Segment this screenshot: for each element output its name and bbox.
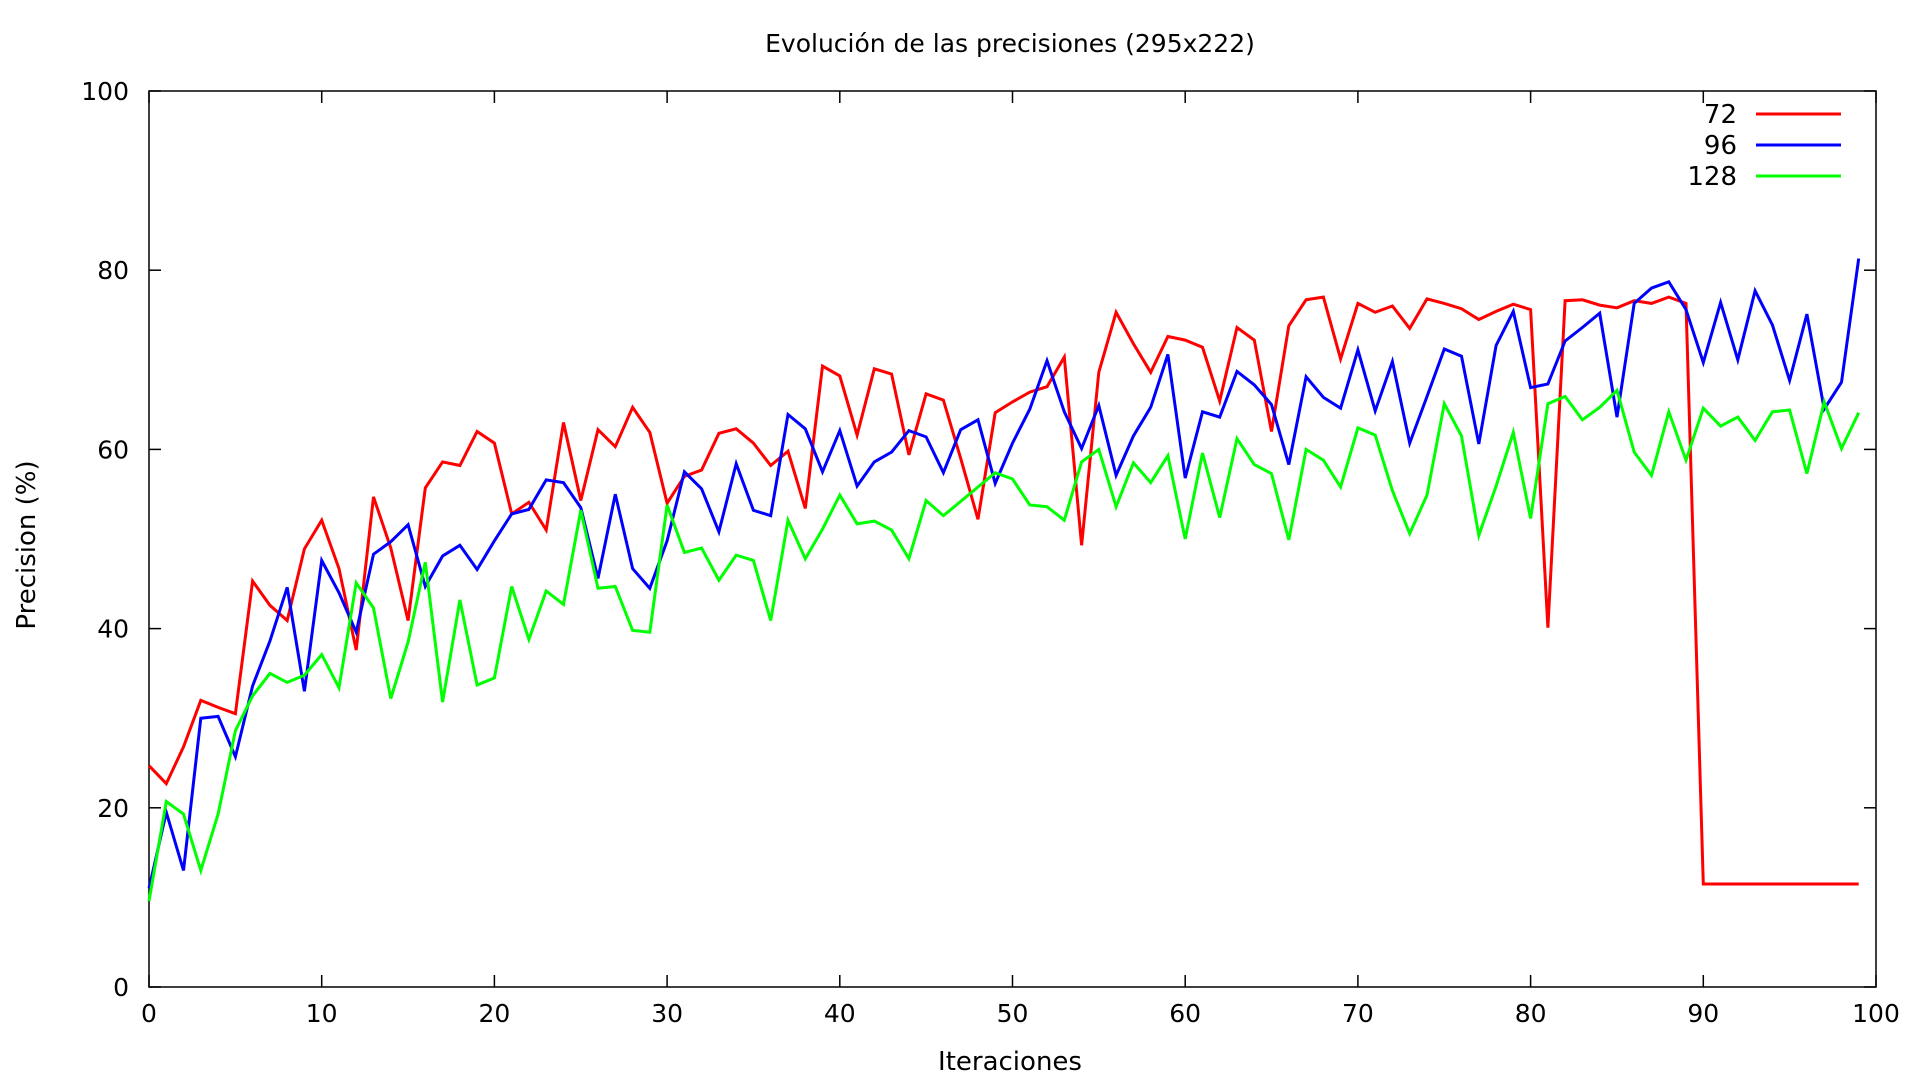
- y-axis-label: Precision (%): [12, 460, 42, 629]
- x-tick-label: 0: [141, 999, 157, 1028]
- chart-title: Evolución de las precisiones (295x222): [765, 29, 1255, 58]
- x-tick-label: 30: [651, 999, 683, 1028]
- series-line-128: [147, 387, 1861, 902]
- x-tick-label: 90: [1687, 999, 1719, 1028]
- legend-entry-96: 96: [1704, 131, 1841, 161]
- x-tick-label: 80: [1515, 999, 1547, 1028]
- legend-label: 72: [1704, 100, 1737, 130]
- x-tick-label: 40: [824, 999, 856, 1028]
- plot-frame: [148, 90, 1877, 988]
- y-tick-label: 80: [97, 256, 129, 285]
- y-tick-label: 20: [97, 794, 129, 823]
- x-tick-label: 50: [997, 999, 1029, 1028]
- legend-entry-128: 128: [1687, 162, 1841, 192]
- x-axis-label: Iteraciones: [938, 1047, 1082, 1077]
- x-tick-label: 100: [1852, 999, 1900, 1028]
- x-tick-label: 60: [1169, 999, 1201, 1028]
- y-tick-label: 40: [97, 615, 129, 644]
- series-line-72: [147, 295, 1859, 886]
- legend-entry-72: 72: [1704, 100, 1841, 130]
- y-tick-label: 60: [97, 435, 129, 464]
- x-tick-label: 20: [478, 999, 510, 1028]
- x-tick-label: 10: [306, 999, 338, 1028]
- plot-area: 0 10 20 30 40 50 60 70 80 90 100 0 20 40 60 80 100: [81, 77, 1900, 1028]
- legend-label: 128: [1687, 162, 1737, 192]
- series-line-96: [147, 258, 1861, 889]
- y-tick-label: 0: [113, 973, 129, 1002]
- y-tick-label: 100: [81, 77, 129, 106]
- legend-label: 96: [1704, 131, 1737, 161]
- x-tick-label: 70: [1342, 999, 1374, 1028]
